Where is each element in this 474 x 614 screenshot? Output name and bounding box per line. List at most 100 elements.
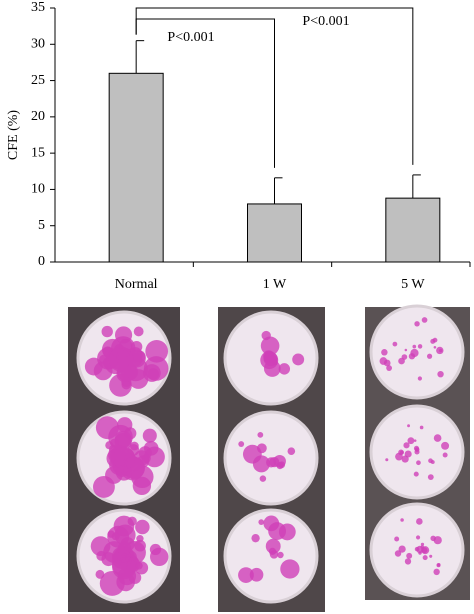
colony [292, 353, 305, 366]
colony [406, 552, 413, 559]
colony [433, 536, 442, 545]
colony [280, 559, 300, 579]
colony [413, 439, 417, 442]
bar [247, 203, 302, 263]
colony [394, 550, 402, 557]
colony [420, 545, 425, 549]
colony [144, 446, 165, 468]
colony [430, 460, 435, 464]
colony [128, 369, 149, 389]
bar [108, 72, 164, 263]
colony [407, 424, 411, 428]
annotation: P<0.001 [302, 14, 349, 29]
colony [433, 345, 437, 349]
x-tick-label: Normal [115, 277, 158, 292]
colony [439, 348, 443, 353]
colony [386, 365, 393, 371]
x-tick-label: 1 W [263, 277, 287, 292]
colony [257, 431, 264, 438]
colony [278, 523, 296, 541]
colony [251, 533, 260, 543]
y-tick-label: 15 [31, 145, 45, 160]
x-tick-label: 5 W [401, 277, 425, 292]
colony [135, 519, 150, 535]
colony [419, 425, 424, 430]
colony [238, 441, 245, 447]
colony [149, 543, 162, 556]
colony [408, 353, 416, 360]
colony [145, 339, 169, 363]
colony [287, 447, 296, 455]
colony [400, 518, 404, 522]
colony [412, 344, 417, 349]
colony [116, 349, 134, 367]
colony [421, 317, 428, 323]
colony [84, 357, 103, 376]
colony [392, 341, 398, 347]
colony [133, 326, 144, 337]
colony [432, 337, 438, 343]
colony [398, 449, 404, 456]
colony [252, 455, 270, 473]
colony [101, 325, 113, 338]
colony [426, 353, 433, 359]
colony [417, 344, 423, 349]
y-tick-label: 5 [38, 218, 45, 233]
colony [278, 363, 291, 375]
colony [416, 460, 421, 466]
colony [422, 555, 428, 561]
colony [401, 455, 409, 463]
colony [404, 558, 412, 565]
colony [414, 546, 420, 552]
y-tick-label: 0 [38, 254, 45, 269]
colony [147, 368, 160, 380]
colony [111, 532, 120, 541]
colony [403, 442, 410, 449]
y-tick-label: 20 [31, 109, 45, 124]
colony [407, 437, 415, 445]
colony [398, 357, 405, 365]
colony [263, 351, 278, 367]
colony [429, 554, 433, 558]
colony [436, 563, 441, 568]
y-tick-label: 25 [31, 73, 45, 88]
colony [398, 545, 406, 553]
colony [385, 458, 389, 462]
y-axis-label: CFE (%) [6, 110, 21, 161]
colony [263, 515, 280, 532]
colony [110, 438, 120, 448]
y-tick-label: 10 [31, 182, 45, 197]
colony [132, 476, 152, 496]
annotation: P<0.001 [167, 30, 214, 45]
colony [134, 539, 146, 552]
colony [112, 446, 136, 470]
colony [404, 348, 408, 352]
colony [277, 551, 284, 559]
colony [381, 349, 388, 356]
colony [415, 535, 421, 540]
colony [383, 359, 391, 367]
colony [135, 561, 149, 575]
colony [437, 371, 444, 378]
colony [442, 452, 448, 458]
bar [385, 197, 441, 263]
colony [433, 568, 440, 576]
colony [427, 474, 434, 481]
colony [117, 417, 133, 433]
colony [96, 550, 107, 561]
colony [260, 336, 280, 356]
colony [414, 449, 420, 455]
colony [142, 428, 157, 443]
colony [420, 542, 425, 547]
colony [414, 321, 420, 327]
colony [276, 462, 284, 470]
colony [261, 330, 271, 341]
colony [238, 567, 254, 583]
colony [258, 519, 265, 525]
colony [394, 536, 400, 542]
colony [259, 475, 267, 482]
y-tick-label: 30 [31, 37, 45, 52]
colony [417, 376, 423, 381]
y-tick-label: 35 [31, 0, 45, 15]
